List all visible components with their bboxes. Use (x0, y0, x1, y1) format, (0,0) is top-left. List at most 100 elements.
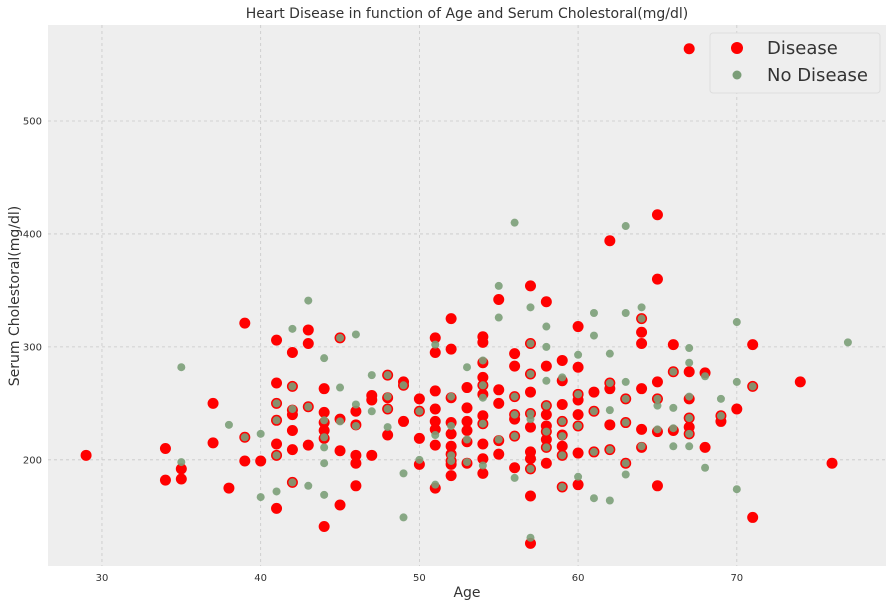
no-disease-point (621, 459, 630, 468)
no-disease-point (224, 420, 233, 429)
no-disease-point (431, 480, 440, 489)
no-disease-point (510, 410, 519, 419)
no-disease-point (526, 303, 535, 312)
no-disease-point (542, 342, 551, 351)
no-disease-point (621, 377, 630, 386)
disease-point (699, 441, 711, 453)
x-axis-label: Age (453, 585, 480, 601)
no-disease-point (542, 401, 551, 410)
disease-point (413, 393, 425, 405)
no-disease-point (732, 318, 741, 327)
disease-point (572, 321, 584, 333)
no-disease-point (589, 407, 598, 416)
disease-point (540, 296, 552, 308)
disease-point (509, 462, 521, 474)
disease-point (318, 520, 330, 532)
no-disease-point (542, 322, 551, 331)
no-disease-point (526, 409, 535, 418)
no-disease-point (589, 309, 598, 318)
no-disease-point (653, 401, 662, 410)
no-disease-point (621, 222, 630, 231)
no-disease-point (447, 456, 456, 465)
disease-point (461, 424, 473, 436)
disease-point (636, 383, 648, 395)
no-disease-point (843, 338, 852, 347)
no-disease-point (478, 356, 487, 365)
legend-marker-no-disease (732, 70, 742, 80)
no-disease-point (494, 281, 503, 290)
no-disease-point (558, 451, 567, 460)
no-disease-point (653, 425, 662, 434)
disease-point (540, 434, 552, 446)
disease-point (636, 423, 648, 435)
disease-point (747, 511, 759, 523)
disease-point (398, 415, 410, 427)
disease-point (429, 385, 441, 397)
disease-point (572, 361, 584, 373)
no-disease-point (177, 458, 186, 467)
disease-point (445, 313, 457, 325)
no-disease-point (431, 430, 440, 439)
disease-point (334, 499, 346, 511)
no-disease-point (288, 382, 297, 391)
disease-point (175, 463, 187, 475)
no-disease-point (542, 443, 551, 452)
disease-point (271, 334, 283, 346)
no-disease-point (685, 392, 694, 401)
no-disease-point (637, 314, 646, 323)
disease-point (350, 480, 362, 492)
x-tick-label: 30 (96, 573, 109, 584)
disease-point (493, 384, 505, 396)
no-disease-point (304, 481, 313, 490)
disease-point (334, 445, 346, 457)
no-disease-point (526, 339, 535, 348)
disease-point (509, 348, 521, 360)
disease-point (524, 446, 536, 458)
no-disease-point (367, 407, 376, 416)
disease-point (429, 347, 441, 359)
no-disease-point (447, 392, 456, 401)
no-disease-point (669, 403, 678, 412)
disease-point (271, 502, 283, 514)
no-disease-point (701, 463, 710, 472)
disease-point (540, 457, 552, 469)
disease-point (556, 398, 568, 410)
no-disease-point (589, 494, 598, 503)
no-disease-point (383, 371, 392, 380)
no-disease-point (510, 392, 519, 401)
disease-point (159, 443, 171, 455)
no-disease-point (336, 383, 345, 392)
disease-point (302, 324, 314, 336)
disease-point (461, 402, 473, 414)
disease-point (286, 347, 298, 359)
no-disease-point (447, 451, 456, 460)
no-disease-point (526, 415, 535, 424)
no-disease-point (399, 381, 408, 390)
disease-point (540, 360, 552, 372)
no-disease-point (716, 394, 725, 403)
disease-point (207, 437, 219, 449)
no-disease-point (351, 400, 360, 409)
disease-point (651, 273, 663, 285)
no-disease-point (367, 371, 376, 380)
no-disease-point (526, 369, 535, 378)
disease-point (429, 415, 441, 427)
no-disease-point (542, 427, 551, 436)
no-disease-point (304, 296, 313, 305)
disease-point (524, 421, 536, 433)
no-disease-point (383, 423, 392, 432)
no-disease-point (558, 373, 567, 382)
disease-point (80, 449, 92, 461)
disease-point (366, 449, 378, 461)
no-disease-point (669, 367, 678, 376)
no-disease-point (558, 482, 567, 491)
no-disease-point (463, 435, 471, 444)
no-disease-point (478, 393, 487, 402)
no-disease-point (320, 490, 329, 499)
no-disease-point (288, 324, 297, 333)
disease-point (239, 455, 251, 467)
disease-point (524, 490, 536, 502)
legend-label-no-disease: No Disease (767, 65, 868, 86)
no-disease-point (621, 309, 630, 318)
disease-point (794, 376, 806, 388)
